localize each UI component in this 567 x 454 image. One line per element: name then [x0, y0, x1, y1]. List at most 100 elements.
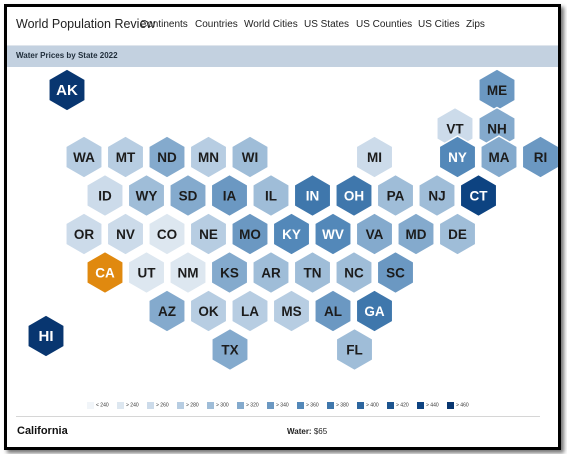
- legend-label: > 360: [306, 402, 319, 409]
- state-hex-ut[interactable]: UT: [127, 250, 166, 295]
- nav-us-states[interactable]: US States: [304, 19, 350, 30]
- legend-label: > 420: [396, 402, 409, 409]
- legend-item: > 440: [417, 402, 439, 412]
- state-hex-wv[interactable]: WV: [314, 212, 352, 256]
- state-hex-de[interactable]: DE: [438, 212, 477, 256]
- top-navigation: World Population Review Continents Count…: [7, 7, 558, 43]
- legend-label: > 300: [216, 402, 229, 409]
- state-hex-ct[interactable]: CT: [459, 173, 498, 218]
- divider: [16, 416, 540, 417]
- legend-item: > 240: [117, 402, 139, 412]
- nav-continents[interactable]: Continents: [140, 19, 188, 30]
- state-hex-ia[interactable]: IA: [210, 173, 249, 218]
- state-hex-mo[interactable]: MO: [231, 212, 269, 256]
- state-hex-va[interactable]: VA: [355, 212, 394, 256]
- state-hex-me[interactable]: ME: [478, 68, 516, 112]
- state-hex-shape: [65, 135, 103, 179]
- site-logo[interactable]: World Population Review: [16, 17, 156, 31]
- legend-swatch: [87, 402, 94, 409]
- state-hex-shape: [293, 250, 332, 295]
- state-hex-ne[interactable]: NE: [189, 212, 228, 256]
- legend-swatch: [297, 402, 304, 409]
- state-hex-fl[interactable]: FL: [335, 327, 374, 372]
- state-hex-shape: [27, 314, 65, 358]
- state-hex-shape: [127, 173, 166, 218]
- legend-label: > 440: [426, 402, 439, 409]
- nav-zips[interactable]: Zips: [466, 19, 485, 30]
- state-hex-or[interactable]: OR: [65, 212, 103, 256]
- state-hex-wi[interactable]: WI: [231, 135, 269, 179]
- state-hex-shape: [335, 173, 373, 218]
- state-hex-pa[interactable]: PA: [376, 173, 415, 218]
- legend-swatch: [117, 402, 124, 409]
- state-hex-shape: [355, 135, 394, 179]
- state-hex-shape: [355, 289, 394, 333]
- state-hex-oh[interactable]: OH: [335, 173, 373, 218]
- state-hex-mi[interactable]: MI: [355, 135, 394, 179]
- state-hex-ca[interactable]: CA: [86, 250, 124, 295]
- state-hex-ak[interactable]: AK: [48, 68, 86, 112]
- page-title-bar: Water Prices by State 2022: [7, 45, 558, 67]
- legend-item: > 360: [297, 402, 319, 412]
- state-hex-shape: [86, 250, 124, 295]
- nav-us-counties[interactable]: US Counties: [356, 19, 413, 30]
- state-hex-tn[interactable]: TN: [293, 250, 332, 295]
- state-hex-ks[interactable]: KS: [210, 250, 249, 295]
- state-hex-shape: [252, 250, 290, 295]
- state-hex-shape: [272, 289, 311, 333]
- state-hex-al[interactable]: AL: [314, 289, 352, 333]
- state-hex-nv[interactable]: NV: [106, 212, 145, 256]
- browser-frame: World Population Review Continents Count…: [4, 4, 561, 450]
- legend-swatch: [147, 402, 154, 409]
- state-hex-shape: [231, 135, 269, 179]
- state-hex-ok[interactable]: OK: [189, 289, 228, 333]
- state-hex-hi[interactable]: HI: [27, 314, 65, 358]
- nav-us-cities[interactable]: US Cities: [418, 19, 460, 30]
- legend-item: > 260: [147, 402, 169, 412]
- state-hex-sc[interactable]: SC: [376, 250, 415, 295]
- legend-swatch: [177, 402, 184, 409]
- state-hex-la[interactable]: LA: [231, 289, 269, 333]
- state-hex-ms[interactable]: MS: [272, 289, 311, 333]
- state-hex-nm[interactable]: NM: [169, 250, 207, 295]
- state-hex-shape: [211, 327, 249, 372]
- state-hex-shape: [189, 289, 228, 333]
- legend-swatch: [237, 402, 244, 409]
- nav-countries[interactable]: Countries: [195, 19, 238, 30]
- state-hex-nd[interactable]: ND: [148, 135, 186, 179]
- state-hex-co[interactable]: CO: [148, 212, 186, 256]
- state-hex-in[interactable]: IN: [293, 173, 332, 218]
- legend-swatch: [267, 402, 274, 409]
- state-hex-shape: [148, 212, 186, 256]
- state-hex-mn[interactable]: MN: [189, 135, 228, 179]
- state-hex-shape: [376, 250, 415, 295]
- state-hex-il[interactable]: IL: [252, 173, 290, 218]
- legend-label: > 320: [246, 402, 259, 409]
- state-hex-az[interactable]: AZ: [148, 289, 186, 333]
- state-hex-wy[interactable]: WY: [127, 173, 166, 218]
- state-hex-sd[interactable]: SD: [169, 173, 207, 218]
- state-hex-ky[interactable]: KY: [272, 212, 311, 256]
- state-hex-ar[interactable]: AR: [252, 250, 290, 295]
- water-value: $65: [313, 427, 328, 436]
- legend-swatch: [327, 402, 334, 409]
- state-hex-ga[interactable]: GA: [355, 289, 394, 333]
- legend-item: > 340: [267, 402, 289, 412]
- nav-world-cities[interactable]: World Cities: [244, 19, 298, 30]
- state-hex-tx[interactable]: TX: [211, 327, 249, 372]
- page-title: Water Prices by State 2022: [16, 51, 118, 60]
- state-hex-ri[interactable]: RI: [521, 135, 558, 179]
- state-hex-id[interactable]: ID: [86, 173, 124, 218]
- state-hex-mt[interactable]: MT: [106, 135, 145, 179]
- state-hex-nj[interactable]: NJ: [418, 173, 456, 218]
- state-hex-nc[interactable]: NC: [335, 250, 373, 295]
- state-hex-shape: [335, 250, 373, 295]
- state-hex-shape: [521, 135, 558, 179]
- state-hex-md[interactable]: MD: [397, 212, 435, 256]
- state-hex-shape: [418, 173, 456, 218]
- state-hex-wa[interactable]: WA: [65, 135, 103, 179]
- legend-label: > 380: [336, 402, 349, 409]
- state-hex-shape: [293, 173, 332, 218]
- state-hex-shape: [231, 289, 269, 333]
